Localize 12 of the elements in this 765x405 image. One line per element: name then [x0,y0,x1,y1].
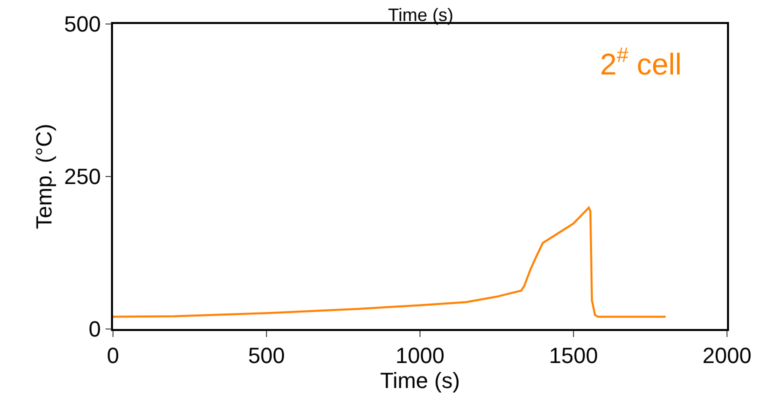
y-tick-label: 500 [64,12,101,37]
y-axis-title: Temp. (°C) [31,124,56,230]
x-tick-label: 1500 [549,343,598,368]
x-tick-label: 1000 [396,343,444,368]
x-tick-label: 500 [248,343,285,368]
line-series [113,206,667,318]
y-tick-label: 250 [64,164,101,190]
x-tick-label: 2000 [702,343,752,368]
y-tick-label: 0 [88,316,101,342]
x-tick-label: 0 [106,343,120,368]
annotation: 2$^{#}$ cell [600,44,682,82]
x-axis-title: Time (s) [380,368,460,394]
